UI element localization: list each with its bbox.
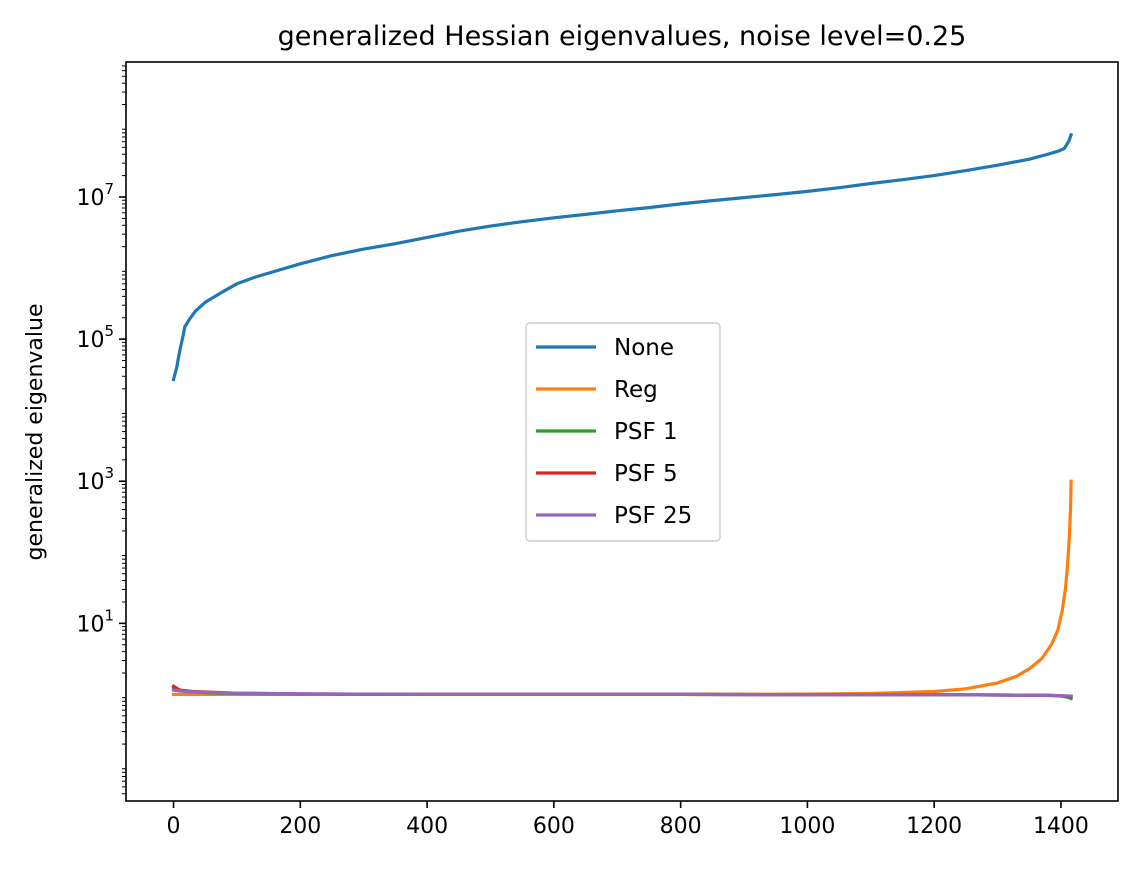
x-tick-label: 800	[660, 814, 702, 839]
chart-title: generalized Hessian eigenvalues, noise l…	[278, 21, 967, 52]
legend-label-reg: Reg	[614, 377, 658, 403]
series-line-none	[171, 132, 1074, 382]
x-tick-label: 200	[279, 814, 321, 839]
y-axis-label: generalized eigenvalue	[23, 304, 48, 561]
series-line-psf-25	[171, 688, 1073, 698]
x-tick-label: 600	[533, 814, 575, 839]
x-tick-label: 1400	[1033, 814, 1089, 839]
legend-label-psf-5: PSF 5	[614, 461, 678, 487]
y-tick-label: 107	[76, 180, 114, 211]
plot-area	[171, 132, 1074, 701]
axes: 0 200 400 600 800 1000 1200 1400 101 103 105 107	[76, 61, 1119, 839]
legend: None Reg PSF 1 PSF 5 PSF 25	[525, 322, 721, 542]
y-tick-label: 105	[76, 322, 114, 353]
x-tick-label: 1000	[779, 814, 835, 839]
y-tick-label: 103	[76, 464, 114, 495]
legend-label-none: None	[614, 335, 674, 361]
legend-label-psf-25: PSF 25	[614, 503, 692, 529]
x-tick-label: 1200	[906, 814, 962, 839]
legend-box	[525, 322, 721, 542]
y-tick-label: 101	[76, 606, 114, 637]
x-tick-label: 400	[406, 814, 448, 839]
x-tick-label: 0	[167, 814, 181, 839]
legend-label-psf-1: PSF 1	[614, 419, 678, 445]
